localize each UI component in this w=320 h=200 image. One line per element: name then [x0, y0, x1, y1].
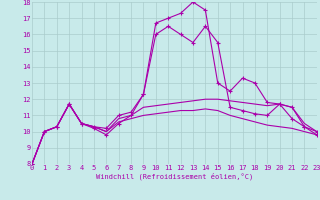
X-axis label: Windchill (Refroidissement éolien,°C): Windchill (Refroidissement éolien,°C)	[96, 173, 253, 180]
